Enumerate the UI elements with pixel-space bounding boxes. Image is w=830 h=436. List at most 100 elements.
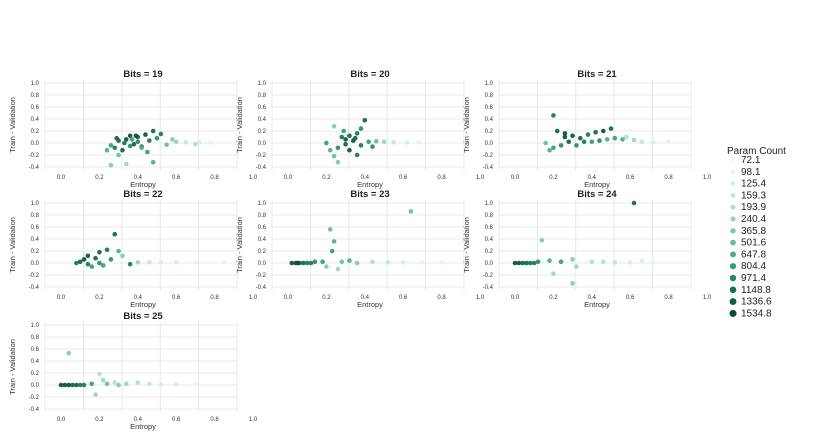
scatter-point bbox=[352, 135, 358, 141]
scatter-point bbox=[143, 132, 148, 137]
scatter-point bbox=[612, 260, 618, 265]
scatter-point bbox=[581, 139, 587, 145]
x-tick-label: 0.4 bbox=[134, 295, 143, 301]
scatter-point bbox=[329, 248, 335, 254]
y-tick-label: 0.8 bbox=[258, 213, 267, 219]
scatter-point bbox=[528, 260, 533, 266]
y-tick-label: -0.2 bbox=[29, 153, 40, 159]
scatter-point bbox=[370, 259, 375, 265]
scatter-point bbox=[158, 131, 164, 137]
y-axis-label: Train - Validation bbox=[235, 217, 244, 273]
x-tick-label: 0.6 bbox=[172, 417, 181, 423]
scatter-point bbox=[531, 260, 537, 266]
scatter-point bbox=[97, 371, 102, 377]
scatter-point bbox=[93, 392, 98, 397]
scatter-point bbox=[439, 260, 444, 265]
scatter-point bbox=[324, 140, 329, 146]
scatter-point bbox=[574, 143, 579, 148]
scatter-point bbox=[193, 382, 198, 387]
y-tick-label: 0.6 bbox=[258, 105, 267, 111]
scatter-point bbox=[370, 144, 375, 149]
legend-swatch bbox=[730, 181, 736, 186]
x-tick-label: 0.0 bbox=[284, 175, 293, 181]
legend-swatch bbox=[731, 158, 735, 162]
scatter-point bbox=[562, 131, 568, 136]
y-tick-label: 0.4 bbox=[258, 237, 267, 243]
y-axis-label: Train - Validation bbox=[8, 217, 17, 273]
y-tick-label: 0.4 bbox=[31, 117, 40, 123]
scatter-point bbox=[116, 152, 121, 158]
y-tick-label: -0.2 bbox=[256, 153, 267, 159]
scatter-point bbox=[391, 140, 396, 145]
scatter-point bbox=[116, 248, 121, 254]
scatter-point bbox=[551, 271, 556, 277]
legend-swatch bbox=[730, 204, 736, 210]
scatter-point bbox=[147, 260, 152, 265]
scatter-point bbox=[158, 382, 164, 387]
scatter-point bbox=[108, 257, 114, 262]
scatter-point bbox=[335, 145, 341, 151]
y-tick-label: 0.8 bbox=[31, 93, 40, 99]
y-tick-label: -0.2 bbox=[256, 273, 267, 279]
scatter-point bbox=[89, 381, 95, 387]
scatter-point bbox=[562, 134, 568, 140]
scatter-point bbox=[547, 258, 552, 263]
scatter-point bbox=[154, 135, 160, 141]
scatter-point bbox=[358, 126, 364, 131]
legend-swatch bbox=[729, 309, 737, 317]
scatter-point bbox=[104, 147, 110, 153]
scatter-point bbox=[93, 255, 98, 261]
scatter-point bbox=[543, 140, 549, 146]
x-axis-label: Entropy bbox=[584, 300, 610, 309]
y-tick-label: 1.0 bbox=[31, 323, 40, 329]
scatter-point bbox=[570, 257, 575, 262]
scatter-point bbox=[116, 382, 121, 388]
scatter-point bbox=[304, 260, 310, 266]
x-tick-label: 0.2 bbox=[322, 175, 331, 181]
scatter-point bbox=[408, 209, 414, 214]
x-tick-label: 0.8 bbox=[210, 175, 219, 181]
scatter-point bbox=[358, 143, 364, 148]
y-tick-label: 1.0 bbox=[31, 201, 40, 207]
legend-entry: 1336.6 bbox=[741, 297, 772, 308]
y-tick-label: 1.0 bbox=[258, 201, 267, 207]
x-tick-label: 0.8 bbox=[210, 295, 219, 301]
y-tick-label: -0.4 bbox=[29, 165, 40, 171]
scatter-point bbox=[145, 149, 150, 155]
x-axis-label: Entropy bbox=[584, 180, 610, 189]
y-tick-label: -0.4 bbox=[29, 407, 40, 413]
y-tick-label: 0.8 bbox=[31, 213, 40, 219]
scatter-point bbox=[77, 382, 83, 388]
scatter-point bbox=[354, 131, 360, 136]
scatter-point bbox=[327, 227, 333, 232]
legend-swatch bbox=[730, 251, 736, 258]
scatter-point bbox=[612, 135, 618, 141]
panel-title: Bits = 25 bbox=[123, 311, 163, 322]
x-axis-label: Entropy bbox=[130, 422, 156, 431]
scatter-point bbox=[608, 126, 614, 131]
y-tick-label: 0.6 bbox=[258, 225, 267, 231]
scatter-point bbox=[558, 259, 564, 265]
scatter-point bbox=[354, 152, 360, 158]
scatter-point bbox=[123, 381, 129, 387]
scatter-point bbox=[312, 259, 318, 265]
y-tick-label: 0.2 bbox=[31, 129, 40, 135]
legend-swatch bbox=[729, 263, 737, 270]
scatter-point bbox=[570, 281, 575, 286]
y-tick-label: 0.4 bbox=[258, 117, 267, 123]
y-tick-label: 0.2 bbox=[31, 249, 40, 255]
scatter-point bbox=[173, 139, 179, 145]
scatter-point bbox=[100, 263, 106, 268]
scatter-point bbox=[158, 260, 164, 265]
y-tick-label: 0.6 bbox=[31, 105, 40, 111]
scatter-point bbox=[74, 260, 79, 266]
scatter-point bbox=[577, 135, 583, 141]
y-tick-label: 0.8 bbox=[485, 93, 494, 99]
scatter-point bbox=[585, 132, 591, 137]
scatter-point bbox=[127, 133, 133, 139]
scatter-point bbox=[147, 138, 152, 143]
scatter-point bbox=[343, 137, 348, 142]
scatter-point bbox=[100, 377, 106, 383]
scatter-point bbox=[193, 141, 198, 147]
scatter-point bbox=[650, 140, 656, 145]
